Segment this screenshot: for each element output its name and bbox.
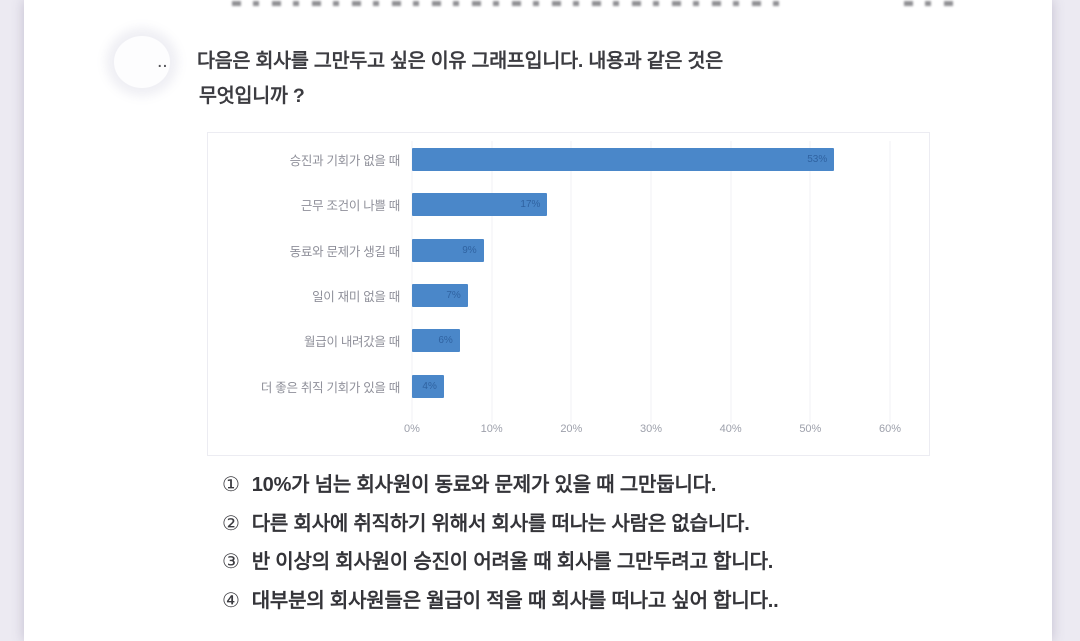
option-text-4: 대부분의 회사원들은 월급이 적을 때 회사를 떠나고 싶어 합니다.. [251, 589, 779, 612]
answer-options: ① 10%가 넘는 회사원이 동료와 문제가 있을 때 그만둡니다. ② 다른 회사… [222, 466, 982, 620]
gridline [491, 141, 493, 423]
bar: 9% [412, 238, 484, 262]
bar-area: 6% [412, 329, 890, 353]
bar-value-label: 53% [807, 154, 828, 166]
bar: 6% [412, 329, 460, 353]
answer-option-2: ② 다른 회사에 취직하기 위해서 회사를 떠나는 사람은 없습니다. [222, 505, 982, 544]
x-tick-label: 20% [560, 423, 583, 435]
answer-option-3: ③ 반 이상의 회사원이 승진이 어려울 때 회사를 그만두려고 합니다. [222, 543, 982, 582]
bar-category-label: 승진과 기회가 없을 때 [289, 154, 401, 169]
chart-row: 더 좋은 취직 기회가 있을 때 4% [208, 363, 929, 408]
bar: 53% [412, 148, 835, 172]
bar: 7% [412, 284, 468, 308]
question-line-2: 무엇입니까 ? [199, 85, 305, 107]
question-line-1: .. 다음은 회사를 그만두고 싶은 이유 그래프입니다. 내용과 같은 것은 [157, 44, 937, 79]
chart-gridlines [411, 141, 891, 423]
bar-category-label: 근무 조건이 나쁠 때 [300, 199, 400, 214]
chart-rows: 승진과 기회가 없을 때 53% 근무 조건이 나쁠 때 17% 동료와 문제가 생길 … [208, 137, 929, 409]
cutoff-text-remnant [904, 1, 964, 7]
bar-category-label: 월급이 내려갔을 때 [304, 335, 400, 350]
bar-area: 7% [412, 284, 890, 308]
option-marker-2: ② [222, 512, 240, 535]
chart-row: 동료와 문제가 생길 때 9% [208, 228, 929, 273]
option-text-2: 다른 회사에 취직하기 위해서 회사를 떠나는 사람은 없습니다. [251, 512, 750, 535]
bar: 17% [412, 193, 548, 217]
x-tick-label: 10% [480, 423, 503, 435]
x-tick-label: 50% [799, 423, 822, 435]
bar-chart: 승진과 기회가 없을 때 53% 근무 조건이 나쁠 때 17% 동료와 문제가 생길 … [207, 132, 930, 456]
answer-option-1: ① 10%가 넘는 회사원이 동료와 문제가 있을 때 그만둡니다. [222, 466, 982, 505]
bar-area: 9% [412, 238, 890, 262]
option-marker-1: ① [222, 474, 240, 496]
cutoff-text-remnant [232, 1, 792, 7]
bar-area: 53% [412, 148, 890, 172]
bar-area: 4% [412, 374, 890, 398]
gridline [570, 141, 572, 423]
gridline [650, 141, 652, 423]
option-marker-4: ④ [222, 589, 240, 612]
bar-category-label: 동료와 문제가 생길 때 [289, 244, 401, 259]
option-marker-3: ③ [222, 551, 240, 573]
bar-value-label: 7% [446, 290, 461, 302]
chart-x-axis: 0% 10% 20% 30% 40% 50% 60% [404, 423, 901, 439]
bar-area: 17% [412, 193, 890, 217]
question-text: .. 다음은 회사를 그만두고 싶은 이유 그래프입니다. 내용과 같은 것은 무… [157, 44, 937, 114]
x-tick-label: 0% [404, 423, 420, 435]
option-text-3: 반 이상의 회사원이 승진이 어려울 때 회사를 그만두려고 합니다. [251, 551, 774, 573]
erased-question-number [114, 36, 170, 88]
chart-row: 근무 조건이 나쁠 때 17% [208, 182, 929, 227]
chart-row: 월급이 내려갔을 때 6% [208, 318, 929, 363]
x-tick-label: 40% [719, 423, 742, 435]
document-page: .. 다음은 회사를 그만두고 싶은 이유 그래프입니다. 내용과 같은 것은 무… [24, 0, 1052, 641]
bar-value-label: 6% [438, 335, 453, 347]
gridline [730, 141, 732, 423]
bar: 4% [412, 374, 444, 398]
gridline [889, 141, 891, 423]
bar-value-label: 9% [462, 244, 477, 256]
gridline [411, 141, 413, 423]
x-tick-label: 60% [878, 423, 902, 435]
bar-category-label: 일이 재미 없을 때 [312, 290, 400, 305]
bar-value-label: 4% [422, 380, 437, 392]
chart-row: 일이 재미 없을 때 7% [208, 273, 929, 318]
x-tick-label: 30% [639, 423, 663, 435]
bar-value-label: 17% [520, 199, 541, 211]
bar-category-label: 더 좋은 취직 기회가 있을 때 [260, 380, 400, 395]
option-text-1: 10%가 넘는 회사원이 동료와 문제가 있을 때 그만둡니다. [251, 474, 717, 496]
answer-option-4: ④ 대부분의 회사원들은 월급이 적을 때 회사를 떠나고 싶어 합니다.. [222, 582, 982, 621]
chart-row: 승진과 기회가 없을 때 53% [208, 137, 929, 182]
question-prefix: .. [157, 50, 168, 72]
gridline [809, 141, 811, 423]
